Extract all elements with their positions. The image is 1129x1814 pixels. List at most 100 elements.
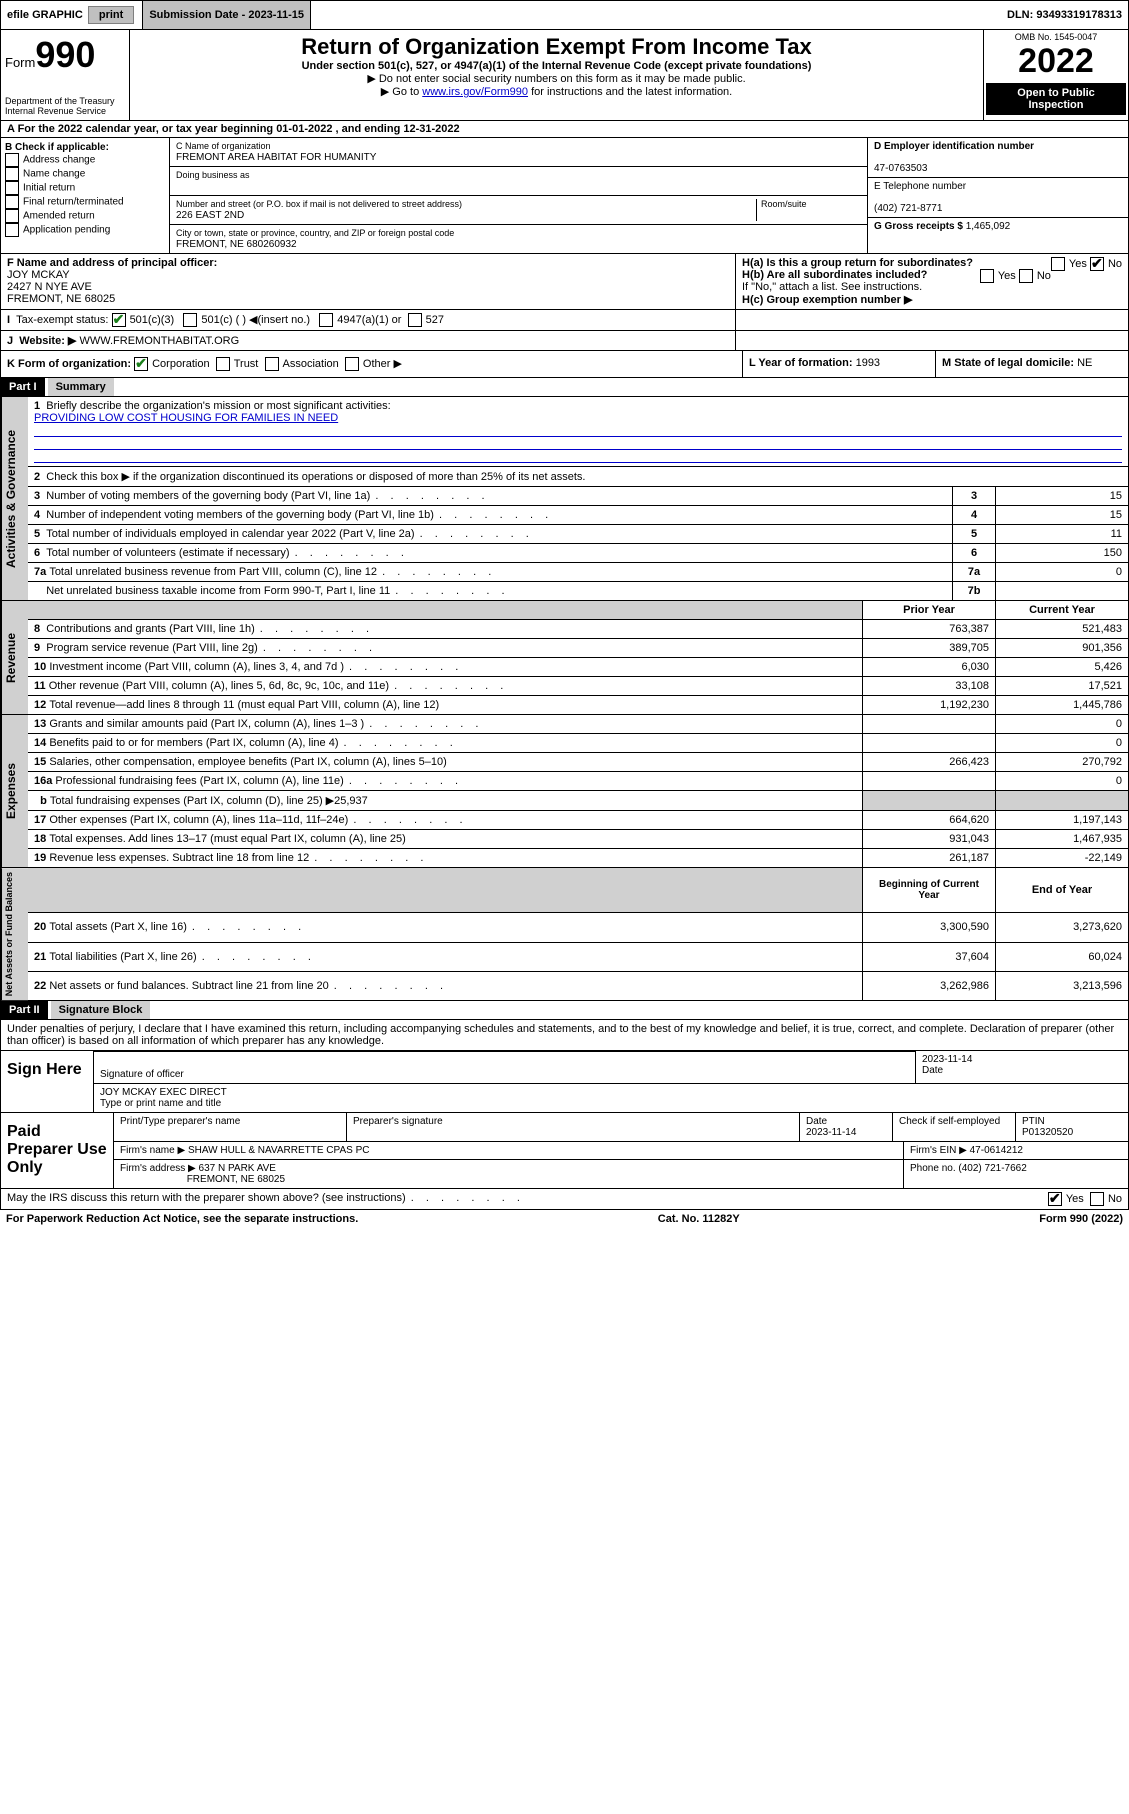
efile-label: efile GRAPHIC print bbox=[1, 1, 143, 29]
irs-link[interactable]: www.irs.gov/Form990 bbox=[422, 86, 528, 98]
chk-assoc[interactable] bbox=[265, 357, 279, 371]
k-label: K Form of organization: bbox=[7, 358, 131, 370]
form-number: 990 bbox=[35, 34, 95, 75]
hdr-beg: Beginning of Current Year bbox=[863, 868, 996, 912]
hb-note: If "No," attach a list. See instructions… bbox=[742, 281, 1122, 293]
prep-date: 2023-11-14 bbox=[806, 1127, 856, 1138]
c10: 5,426 bbox=[996, 658, 1129, 677]
discuss-no[interactable] bbox=[1090, 1192, 1104, 1206]
chk-final-return[interactable] bbox=[5, 195, 19, 209]
p20: 3,300,590 bbox=[863, 913, 996, 943]
chk-initial-return[interactable] bbox=[5, 181, 19, 195]
hb-yes[interactable] bbox=[980, 269, 994, 283]
i-label: Tax-exempt status: bbox=[16, 314, 108, 326]
footer: For Paperwork Reduction Act Notice, see … bbox=[0, 1210, 1129, 1228]
footer-right: Form 990 (2022) bbox=[1039, 1213, 1123, 1225]
r19: Revenue less expenses. Subtract line 18 … bbox=[49, 852, 425, 864]
r9: Program service revenue (Part VIII, line… bbox=[46, 642, 374, 654]
gross-receipts: 1,465,092 bbox=[966, 221, 1011, 232]
v7a: 0 bbox=[996, 563, 1129, 582]
r16bv: 25,937 bbox=[334, 795, 368, 807]
ha-row: H(a) Is this a group return for subordin… bbox=[742, 257, 1122, 269]
p11: 33,108 bbox=[863, 677, 996, 696]
officer-section: F Name and address of principal officer:… bbox=[0, 254, 1129, 310]
vert-net: Net Assets or Fund Balances bbox=[1, 868, 28, 1000]
firm-name-label: Firm's name ▶ bbox=[120, 1145, 185, 1156]
firm-phone-label: Phone no. bbox=[910, 1163, 956, 1174]
firm-addr-label: Firm's address ▶ bbox=[120, 1163, 196, 1174]
print-button[interactable]: print bbox=[88, 6, 134, 24]
g-label: G Gross receipts $ bbox=[874, 221, 963, 232]
p15: 266,423 bbox=[863, 753, 996, 772]
officer-addr2: FREMONT, NE 68025 bbox=[7, 293, 115, 305]
p12: 1,192,230 bbox=[863, 696, 996, 715]
chk-address-change[interactable] bbox=[5, 153, 19, 167]
firm-name: SHAW HULL & NAVARRETTE CPAS PC bbox=[188, 1145, 370, 1156]
ha-no[interactable] bbox=[1090, 257, 1104, 271]
chk-other[interactable] bbox=[345, 357, 359, 371]
submission-date: Submission Date - 2023-11-15 bbox=[143, 1, 311, 29]
c9: 901,356 bbox=[996, 639, 1129, 658]
hb-no[interactable] bbox=[1019, 269, 1033, 283]
c20: 3,273,620 bbox=[996, 913, 1129, 943]
firm-addr2: FREMONT, NE 68025 bbox=[187, 1174, 285, 1185]
discuss-row: May the IRS discuss this return with the… bbox=[0, 1189, 1129, 1210]
q4: Number of independent voting members of … bbox=[46, 509, 550, 521]
klm-row: K Form of organization: Corporation Trus… bbox=[0, 351, 1129, 378]
discuss-yes[interactable] bbox=[1048, 1192, 1062, 1206]
r21: Total liabilities (Part X, line 26) bbox=[49, 951, 313, 963]
vert-activities: Activities & Governance bbox=[1, 397, 28, 600]
chk-trust[interactable] bbox=[216, 357, 230, 371]
q1: Briefly describe the organization's miss… bbox=[46, 400, 390, 412]
firm-phone: (402) 721-7662 bbox=[958, 1163, 1026, 1174]
chk-4947[interactable] bbox=[319, 313, 333, 327]
discuss-label: May the IRS discuss this return with the… bbox=[7, 1192, 1048, 1206]
ein: 47-0763503 bbox=[874, 163, 927, 174]
period-row: A For the 2022 calendar year, or tax yea… bbox=[0, 121, 1129, 138]
c17: 1,197,143 bbox=[996, 811, 1129, 830]
q7b: Net unrelated business taxable income fr… bbox=[46, 585, 506, 597]
dept-label: Department of the Treasury bbox=[5, 96, 125, 106]
r14: Benefits paid to or for members (Part IX… bbox=[49, 737, 454, 749]
ha-yes[interactable] bbox=[1051, 257, 1065, 271]
r17: Other expenses (Part IX, column (A), lin… bbox=[49, 814, 464, 826]
q7a: Total unrelated business revenue from Pa… bbox=[49, 566, 493, 578]
sign-date: 2023-11-14 bbox=[922, 1054, 972, 1065]
chk-501c[interactable] bbox=[183, 313, 197, 327]
addr-label: Number and street (or P.O. box if mail i… bbox=[176, 199, 462, 209]
r16a: Professional fundraising fees (Part IX, … bbox=[55, 775, 460, 787]
street-address: 226 EAST 2ND bbox=[176, 210, 244, 221]
p14 bbox=[863, 734, 996, 753]
chk-name-change[interactable] bbox=[5, 167, 19, 181]
p17: 664,620 bbox=[863, 811, 996, 830]
prep-sig-hdr: Preparer's signature bbox=[347, 1113, 800, 1141]
mission: PROVIDING LOW COST HOUSING FOR FAMILIES … bbox=[34, 412, 338, 424]
b-label: B Check if applicable: bbox=[5, 142, 109, 153]
form-header: Form990 Department of the Treasury Inter… bbox=[0, 30, 1129, 121]
c19: -22,149 bbox=[996, 849, 1129, 868]
chk-corp[interactable] bbox=[134, 357, 148, 371]
v3: 15 bbox=[996, 487, 1129, 506]
hdr-prior: Prior Year bbox=[863, 601, 996, 620]
tax-year: 2022 bbox=[986, 42, 1126, 81]
chk-501c3[interactable] bbox=[112, 313, 126, 327]
penalties-text: Under penalties of perjury, I declare th… bbox=[0, 1020, 1129, 1051]
r11: Other revenue (Part VIII, column (A), li… bbox=[49, 680, 506, 692]
r15: Salaries, other compensation, employee b… bbox=[49, 756, 446, 768]
topbar: efile GRAPHIC print Submission Date - 20… bbox=[0, 0, 1129, 30]
chk-amended-return[interactable] bbox=[5, 209, 19, 223]
chk-527[interactable] bbox=[408, 313, 422, 327]
sig-officer-label: Signature of officer bbox=[100, 1069, 184, 1080]
type-name-label: Type or print name and title bbox=[100, 1098, 221, 1109]
q5: Total number of individuals employed in … bbox=[46, 528, 531, 540]
chk-application-pending[interactable] bbox=[5, 223, 19, 237]
identity-section: B Check if applicable: Address change Na… bbox=[0, 138, 1129, 254]
c11: 17,521 bbox=[996, 677, 1129, 696]
note-goto: ▶ Go to www.irs.gov/Form990 for instruct… bbox=[134, 85, 979, 98]
v4: 15 bbox=[996, 506, 1129, 525]
ptin: P01320520 bbox=[1022, 1127, 1073, 1138]
p21: 37,604 bbox=[863, 942, 996, 972]
c18: 1,467,935 bbox=[996, 830, 1129, 849]
vert-revenue: Revenue bbox=[1, 601, 28, 714]
city-label: City or town, state or province, country… bbox=[176, 228, 454, 238]
